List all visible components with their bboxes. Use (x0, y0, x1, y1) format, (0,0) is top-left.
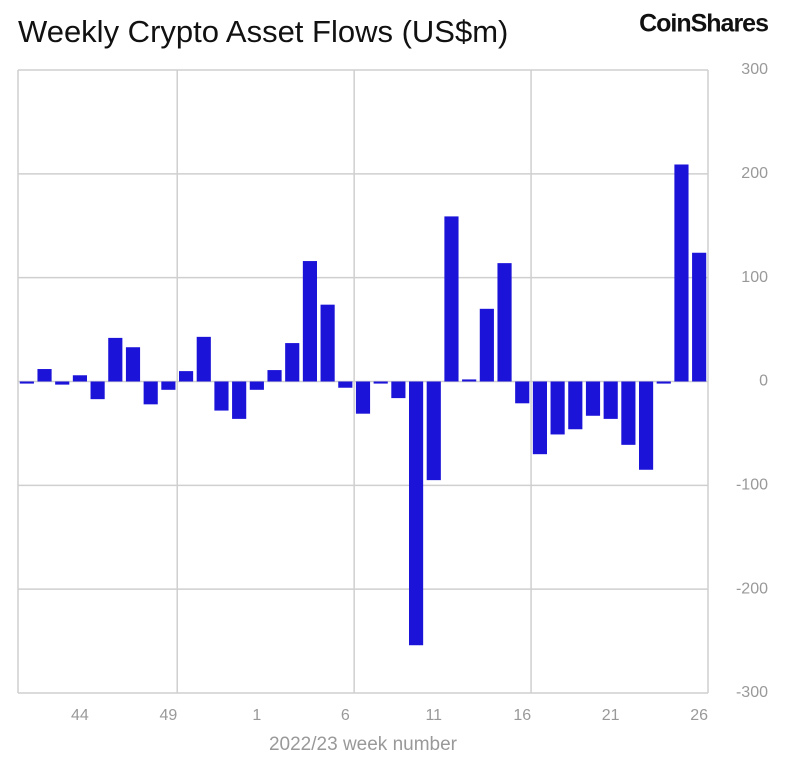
bar (143, 381, 158, 405)
bar (426, 381, 441, 481)
chart-title: Weekly Crypto Asset Flows (US$m) (18, 14, 508, 49)
x-tick-label: 16 (513, 707, 531, 724)
y-tick-label: -200 (736, 580, 768, 597)
bar (497, 263, 512, 382)
bar (161, 381, 176, 390)
y-tick-label: 200 (741, 165, 768, 182)
bar (37, 369, 52, 382)
bar (179, 371, 194, 382)
y-tick-label: 0 (759, 373, 768, 390)
y-tick-label: 100 (741, 269, 768, 286)
bar (338, 381, 353, 388)
x-tick-label: 44 (71, 707, 89, 724)
bar (125, 347, 141, 382)
x-axis-label: 2022/23 week number (269, 734, 458, 755)
x-tick-label: 49 (159, 707, 177, 724)
bar (639, 381, 654, 470)
y-tick-label: -100 (736, 477, 768, 494)
bar (674, 164, 689, 382)
bar (656, 381, 671, 384)
bar (302, 261, 317, 382)
x-tick-label: 1 (252, 707, 261, 724)
bar (532, 381, 547, 455)
bar (232, 381, 247, 419)
brand-logo: CoinShares (639, 10, 768, 38)
bar (355, 381, 371, 414)
y-tick-label: -300 (736, 684, 768, 701)
bar (90, 381, 105, 400)
bar (320, 304, 335, 382)
bar (444, 216, 459, 382)
x-tick-label: 11 (425, 707, 442, 724)
bar (479, 308, 494, 382)
bar (72, 375, 87, 382)
bar (55, 381, 70, 385)
bar (621, 381, 636, 445)
bar (462, 379, 477, 382)
y-tick-label: 300 (741, 61, 768, 78)
bar (692, 252, 707, 382)
bar (515, 381, 530, 404)
bar (108, 337, 123, 382)
bar (585, 381, 601, 416)
bar (19, 381, 34, 384)
bar (249, 381, 264, 390)
bar (391, 381, 406, 399)
x-tick-label: 6 (341, 707, 350, 724)
bar (267, 370, 282, 382)
bar (603, 381, 618, 419)
bar (373, 381, 388, 384)
x-tick-label: 21 (602, 707, 620, 724)
bar (285, 343, 300, 382)
bar (568, 381, 583, 430)
bar (196, 336, 211, 382)
bar (409, 381, 424, 646)
bar (550, 381, 565, 435)
x-tick-label: 26 (690, 707, 708, 724)
bar (214, 381, 229, 411)
